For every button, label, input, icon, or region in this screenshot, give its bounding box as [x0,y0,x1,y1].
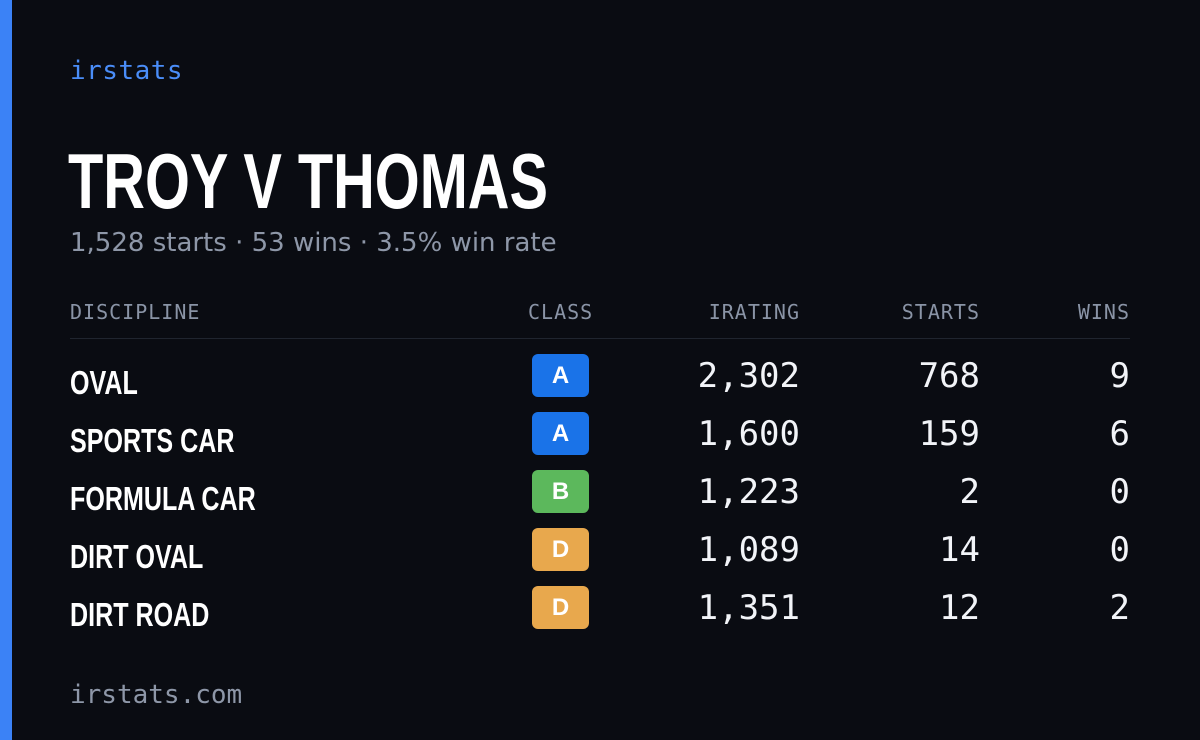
driver-summary: 1,528 starts · 53 wins · 3.5% win rate [70,228,557,258]
header-irating: IRATING [708,300,800,324]
wins-value: 9 [1109,356,1130,396]
class-badge: D [532,528,589,571]
header-class: CLASS [528,300,594,324]
header-wins: WINS [1077,300,1130,324]
wins-value: 2 [1109,588,1130,628]
irating-value: 2,302 [697,356,800,396]
table-row: SPORTS CAR A 1,600 159 6 [70,410,1130,468]
discipline-table: OVAL A 2,302 768 9 SPORTS CAR A 1,600 15… [70,352,1130,642]
driver-name: TROY V THOMAS [68,137,548,225]
starts-value: 12 [939,588,980,628]
irating-value: 1,089 [697,530,800,570]
accent-bar [0,0,12,740]
irating-value: 1,600 [697,414,800,454]
class-badge: A [532,412,589,455]
discipline-name: SPORTS CAR [70,422,235,459]
class-badge: D [532,586,589,629]
header-starts: STARTS [901,300,980,324]
table-row: DIRT OVAL D 1,089 14 0 [70,526,1130,584]
header-discipline: DISCIPLINE [70,300,201,324]
class-badge: B [532,470,589,513]
table-row: DIRT ROAD D 1,351 12 2 [70,584,1130,642]
wins-value: 0 [1109,472,1130,512]
discipline-name: OVAL [70,364,138,401]
footer-url: irstats.com [70,680,243,710]
starts-value: 159 [918,414,980,454]
starts-value: 2 [959,472,980,512]
table-row: OVAL A 2,302 768 9 [70,352,1130,410]
class-badge: A [532,354,589,397]
irating-value: 1,351 [697,588,800,628]
discipline-name: FORMULA CAR [70,480,256,517]
table-header: DISCIPLINE CLASS IRATING STARTS WINS [70,300,1130,339]
irating-value: 1,223 [697,472,800,512]
discipline-name: DIRT OVAL [70,538,204,575]
starts-value: 14 [939,530,980,570]
table-row: FORMULA CAR B 1,223 2 0 [70,468,1130,526]
brand-logo: irstats [70,56,184,86]
starts-value: 768 [918,356,980,396]
discipline-name: DIRT ROAD [70,596,210,633]
wins-value: 6 [1109,414,1130,454]
wins-value: 0 [1109,530,1130,570]
